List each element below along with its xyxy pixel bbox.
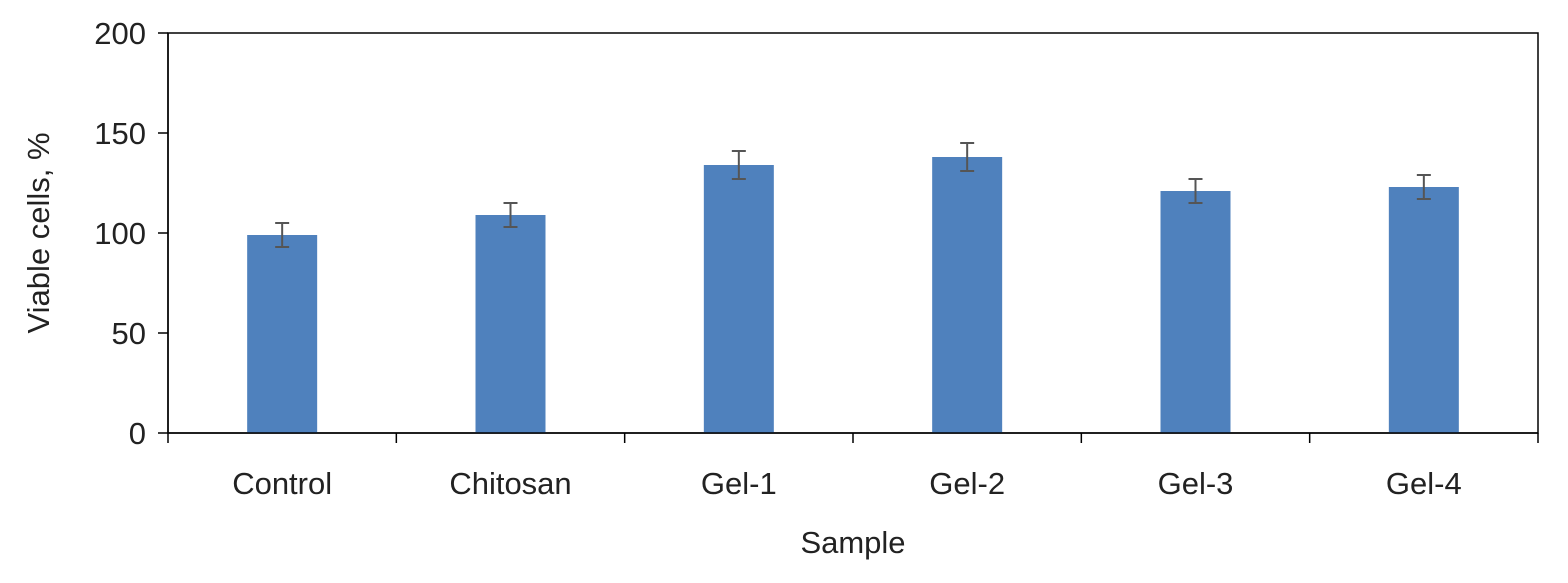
x-axis-title: Sample [800,525,905,560]
y-tick-labels: 0 50 100 150 200 [94,16,146,451]
plot-area-frame [167,32,1539,434]
x-tick-label: Gel-1 [701,466,777,501]
x-tick-label: Chitosan [449,466,571,501]
bar-gel-4 [1388,187,1459,433]
x-tick-labels: Control Chitosan Gel-1 Gel-2 Gel-3 Gel-4 [232,466,1462,501]
y-tick-label: 150 [94,116,146,151]
y-tick-label: 100 [94,216,146,251]
y-axis-title: Viable cells, % [21,132,56,333]
x-tick-label: Gel-4 [1386,466,1462,501]
y-tick-label: 50 [112,316,146,351]
bar-chitosan [475,215,546,433]
x-tick-label: Gel-2 [929,466,1005,501]
y-tick-label: 200 [94,16,146,51]
x-tick-label: Control [232,466,332,501]
y-tick-label: 0 [129,416,146,451]
bar-control [247,235,318,433]
error-bars-layer [275,142,1431,248]
axes-layer [158,32,1539,443]
bars-layer [247,157,1459,433]
bar-gel-2 [932,157,1003,433]
bar-gel-3 [1160,191,1231,433]
bar-gel-1 [703,165,774,433]
x-tick-label: Gel-3 [1158,466,1234,501]
